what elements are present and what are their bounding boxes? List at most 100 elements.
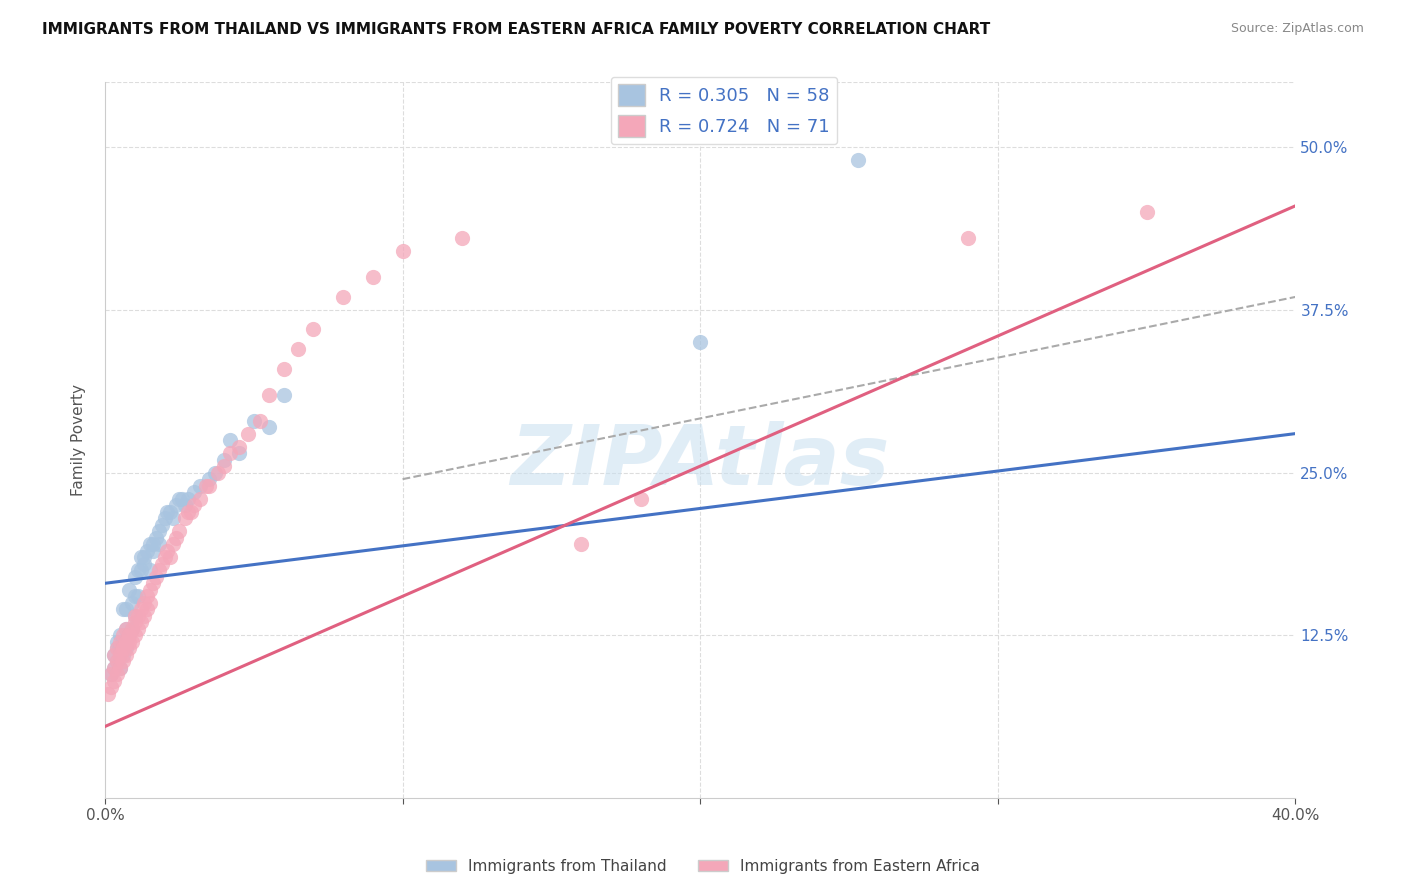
Point xyxy=(188,491,211,506)
Point xyxy=(103,648,125,662)
Point xyxy=(177,491,200,506)
Point xyxy=(174,498,197,512)
Point xyxy=(183,498,205,512)
Point xyxy=(249,414,271,428)
Point xyxy=(630,491,652,506)
Point xyxy=(302,322,325,336)
Point xyxy=(124,615,146,630)
Point xyxy=(132,557,155,571)
Point xyxy=(212,459,235,474)
Point xyxy=(332,290,354,304)
Point xyxy=(108,635,131,649)
Point xyxy=(105,635,128,649)
Point xyxy=(183,485,205,500)
Point xyxy=(127,622,149,636)
Point xyxy=(118,628,141,642)
Point xyxy=(142,576,165,591)
Point xyxy=(142,537,165,551)
Point xyxy=(108,628,131,642)
Point xyxy=(451,231,474,245)
Point xyxy=(135,543,157,558)
Point xyxy=(219,433,242,447)
Point xyxy=(148,537,170,551)
Point xyxy=(118,628,141,642)
Point xyxy=(111,654,134,668)
Point xyxy=(103,648,125,662)
Legend: Immigrants from Thailand, Immigrants from Eastern Africa: Immigrants from Thailand, Immigrants fro… xyxy=(419,853,987,880)
Point xyxy=(124,608,146,623)
Point xyxy=(169,524,191,539)
Point xyxy=(273,387,295,401)
Point xyxy=(142,543,165,558)
Point xyxy=(207,466,229,480)
Point xyxy=(114,648,136,662)
Point xyxy=(124,590,146,604)
Point xyxy=(165,498,187,512)
Point xyxy=(121,622,143,636)
Point xyxy=(138,537,160,551)
Point xyxy=(108,661,131,675)
Text: Source: ZipAtlas.com: Source: ZipAtlas.com xyxy=(1230,22,1364,36)
Point xyxy=(121,622,143,636)
Point xyxy=(138,563,160,577)
Point xyxy=(129,602,152,616)
Point xyxy=(156,505,179,519)
Point xyxy=(135,602,157,616)
Point xyxy=(228,446,250,460)
Point xyxy=(97,687,120,701)
Point xyxy=(105,667,128,681)
Point xyxy=(195,478,218,492)
Point xyxy=(165,531,187,545)
Point xyxy=(100,667,122,681)
Point xyxy=(118,635,141,649)
Point xyxy=(114,635,136,649)
Point xyxy=(108,661,131,675)
Point xyxy=(198,472,221,486)
Point xyxy=(257,420,280,434)
Point xyxy=(111,635,134,649)
Point xyxy=(273,361,295,376)
Point xyxy=(156,543,179,558)
Text: IMMIGRANTS FROM THAILAND VS IMMIGRANTS FROM EASTERN AFRICA FAMILY POVERTY CORREL: IMMIGRANTS FROM THAILAND VS IMMIGRANTS F… xyxy=(42,22,990,37)
Point xyxy=(103,661,125,675)
Text: ZIPAtlas: ZIPAtlas xyxy=(510,421,890,502)
Point xyxy=(132,596,155,610)
Point xyxy=(108,641,131,656)
Point xyxy=(957,231,980,245)
Point xyxy=(129,563,152,577)
Point xyxy=(243,414,266,428)
Point xyxy=(127,590,149,604)
Point xyxy=(1136,205,1159,219)
Point xyxy=(162,511,184,525)
Point xyxy=(172,491,194,506)
Point xyxy=(145,531,167,545)
Point xyxy=(108,648,131,662)
Point xyxy=(257,387,280,401)
Legend: R = 0.305   N = 58, R = 0.724   N = 71: R = 0.305 N = 58, R = 0.724 N = 71 xyxy=(610,77,838,145)
Point xyxy=(846,153,869,168)
Point xyxy=(124,570,146,584)
Point xyxy=(111,648,134,662)
Point xyxy=(153,511,176,525)
Point xyxy=(361,270,384,285)
Point xyxy=(148,524,170,539)
Point xyxy=(129,615,152,630)
Point xyxy=(150,557,173,571)
Point xyxy=(121,635,143,649)
Point xyxy=(689,335,711,350)
Point xyxy=(204,466,226,480)
Point xyxy=(114,641,136,656)
Point xyxy=(188,478,211,492)
Point xyxy=(138,596,160,610)
Point xyxy=(177,505,200,519)
Point xyxy=(236,426,259,441)
Point xyxy=(569,537,592,551)
Point xyxy=(105,641,128,656)
Point xyxy=(198,478,221,492)
Point xyxy=(105,654,128,668)
Point xyxy=(228,440,250,454)
Point xyxy=(111,641,134,656)
Point xyxy=(127,563,149,577)
Point xyxy=(159,550,181,565)
Point xyxy=(180,505,202,519)
